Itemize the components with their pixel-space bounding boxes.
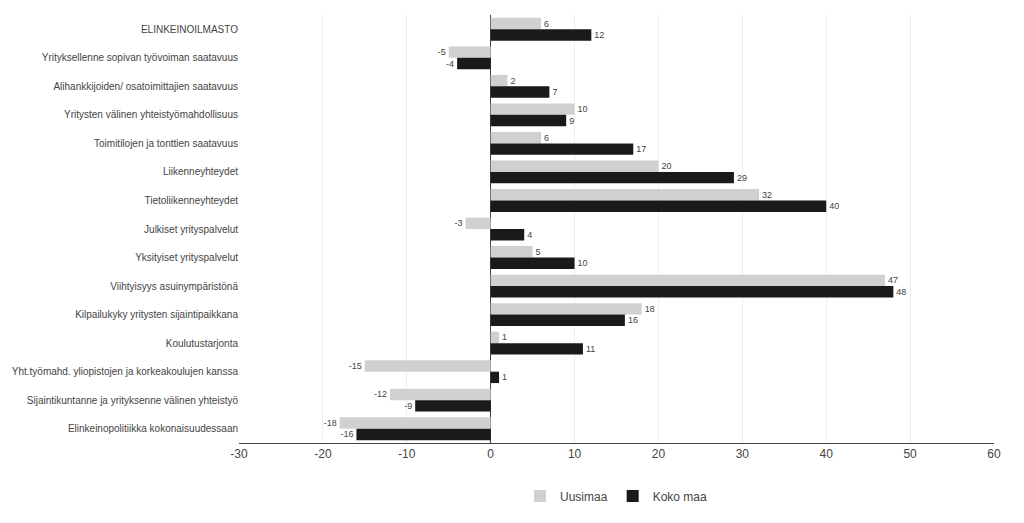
- svg-text:-4: -4: [446, 59, 454, 69]
- svg-text:Toimitilojen ja tonttien saata: Toimitilojen ja tonttien saatavuus: [94, 138, 238, 149]
- svg-text:12: 12: [594, 30, 604, 40]
- svg-text:1: 1: [502, 332, 507, 342]
- svg-text:-30: -30: [230, 447, 248, 461]
- svg-text:-20: -20: [314, 447, 332, 461]
- svg-text:32: 32: [762, 190, 772, 200]
- svg-text:-5: -5: [438, 47, 446, 57]
- svg-text:Tietoliikenneyhteydet: Tietoliikenneyhteydet: [144, 195, 238, 206]
- svg-text:4: 4: [527, 230, 532, 240]
- svg-text:18: 18: [645, 304, 655, 314]
- svg-text:Koko maa: Koko maa: [653, 490, 707, 504]
- svg-text:1: 1: [502, 372, 507, 382]
- svg-text:29: 29: [737, 173, 747, 183]
- svg-text:Yksityiset yrityspalvelut: Yksityiset yrityspalvelut: [135, 252, 238, 263]
- svg-text:-16: -16: [340, 429, 353, 439]
- svg-text:2: 2: [510, 76, 515, 86]
- svg-text:20: 20: [661, 161, 671, 171]
- svg-text:Sijaintikuntanne ja yrityksenn: Sijaintikuntanne ja yrityksenne välinen …: [27, 395, 239, 406]
- svg-text:20: 20: [652, 447, 666, 461]
- svg-text:Koulutustarjonta: Koulutustarjonta: [166, 338, 239, 349]
- svg-text:Kilpailukyky yritysten sijaint: Kilpailukyky yritysten sijaintipaikkana: [75, 309, 238, 320]
- svg-text:Julkiset yrityspalvelut: Julkiset yrityspalvelut: [144, 224, 238, 235]
- svg-text:Viihtyisyys asuinympäristönä: Viihtyisyys asuinympäristönä: [110, 281, 238, 292]
- svg-text:Yritysten välinen yhteistyömah: Yritysten välinen yhteistyömahdollisuus: [64, 109, 238, 120]
- svg-text:6: 6: [544, 133, 549, 143]
- svg-text:10: 10: [578, 104, 588, 114]
- svg-text:Elinkeinopolitiikka kokonaisuu: Elinkeinopolitiikka kokonaisuudessaan: [68, 423, 238, 434]
- svg-text:30: 30: [736, 447, 750, 461]
- svg-text:60: 60: [987, 447, 1001, 461]
- svg-text:-10: -10: [398, 447, 416, 461]
- svg-text:17: 17: [636, 144, 646, 154]
- svg-text:Yht.työmahd. yliopistojen ja k: Yht.työmahd. yliopistojen ja korkeakoulu…: [12, 366, 239, 377]
- svg-text:-3: -3: [454, 218, 462, 228]
- svg-text:Uusimaa: Uusimaa: [560, 490, 608, 504]
- svg-text:48: 48: [896, 287, 906, 297]
- svg-text:5: 5: [536, 247, 541, 257]
- svg-text:10: 10: [568, 447, 582, 461]
- svg-text:6: 6: [544, 19, 549, 29]
- svg-text:50: 50: [903, 447, 917, 461]
- svg-text:47: 47: [888, 275, 898, 285]
- svg-text:-12: -12: [374, 389, 387, 399]
- svg-text:-18: -18: [324, 418, 337, 428]
- svg-text:0: 0: [487, 447, 494, 461]
- svg-text:11: 11: [586, 344, 595, 354]
- svg-text:10: 10: [578, 258, 588, 268]
- svg-text:Yrityksellenne sopivan työvoim: Yrityksellenne sopivan työvoiman saatavu…: [42, 52, 238, 63]
- svg-text:40: 40: [820, 447, 834, 461]
- svg-text:Alihankkijoiden/ osatoimittaji: Alihankkijoiden/ osatoimittajien saatavu…: [53, 81, 238, 92]
- svg-text:ELINKEINOILMASTO: ELINKEINOILMASTO: [141, 24, 238, 35]
- svg-text:16: 16: [628, 315, 638, 325]
- svg-text:-15: -15: [349, 361, 362, 371]
- svg-text:9: 9: [569, 116, 574, 126]
- svg-text:40: 40: [829, 201, 839, 211]
- svg-text:-9: -9: [404, 401, 412, 411]
- svg-text:7: 7: [552, 87, 557, 97]
- svg-text:Liikenneyhteydet: Liikenneyhteydet: [163, 166, 238, 177]
